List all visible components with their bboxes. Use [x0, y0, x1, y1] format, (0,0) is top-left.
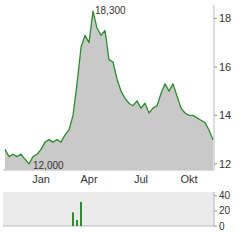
volume-bar [140, 226, 142, 227]
chart: 12 14 16 18 Jan Apr Jul Okt 18,300 12,000 0 20 40 [0, 0, 240, 232]
volume-bar [64, 226, 66, 227]
x-tick-label: Jul [134, 173, 148, 185]
volume-bar [144, 226, 146, 227]
volume-bar [88, 226, 90, 227]
volume-bar [60, 226, 62, 227]
volume-bar [36, 226, 38, 227]
y-axis-line [214, 5, 215, 170]
x-tick-label: Okt [180, 173, 197, 185]
volume-bar [20, 226, 22, 227]
price-line [5, 11, 213, 164]
volume-bar [32, 226, 34, 227]
volume-bar [76, 220, 78, 226]
volume-bar [104, 226, 106, 227]
y-tick [214, 163, 217, 164]
volume-bar [148, 226, 150, 227]
y-axis-line [214, 192, 215, 226]
volume-bar [80, 202, 82, 226]
y-tick [214, 195, 217, 196]
volume-bar [24, 226, 26, 227]
y-tick-label: 40 [219, 190, 231, 201]
volume-bar [164, 226, 166, 227]
volume-bar [28, 226, 30, 227]
plot-area [5, 11, 213, 170]
volume-bar [196, 226, 198, 227]
y-tick [214, 18, 217, 19]
volume-bar [92, 226, 94, 227]
y-tick [214, 66, 217, 67]
plot-area [72, 202, 82, 226]
volume-bar [120, 226, 122, 227]
annotation: 12,000 [33, 160, 64, 171]
volume-bar [156, 226, 158, 227]
y-tick-label: 16 [219, 61, 231, 73]
price-area [5, 11, 213, 170]
y-tick-label: 20 [219, 205, 231, 216]
volume-bar [116, 226, 118, 227]
volume-bar [12, 226, 14, 227]
volume-bar [16, 226, 18, 227]
y-tick-label: 14 [219, 109, 231, 121]
volume-bar [208, 226, 210, 227]
volume-bar [48, 226, 50, 227]
x-tick-label: Jan [32, 173, 50, 185]
volume-bar [192, 226, 194, 227]
y-tick [214, 210, 217, 211]
volume-bar [184, 226, 186, 227]
x-axis-line [3, 226, 214, 227]
volume-bar [124, 226, 126, 227]
volume-bar [180, 226, 182, 227]
volume-bar [160, 226, 162, 227]
y-tick [214, 226, 217, 227]
volume-bar [56, 226, 58, 227]
volume-bar [68, 226, 70, 227]
panel-background [3, 192, 215, 226]
annotation: 18,300 [95, 5, 126, 16]
volume-bar [128, 226, 130, 227]
x-tick-label: Apr [80, 173, 97, 185]
volume-bar [52, 226, 54, 227]
volume-bar [212, 226, 214, 227]
volume-bar [8, 226, 10, 227]
volume-bar [132, 226, 134, 227]
volume-bar [84, 226, 86, 227]
volume-bar [108, 226, 110, 227]
volume-bar [168, 226, 170, 227]
volume-bar [44, 226, 46, 227]
y-tick [214, 115, 217, 116]
y-tick-label: 12 [219, 158, 231, 170]
volume-bar [40, 226, 42, 227]
volume-bar [176, 226, 178, 227]
y-tick-label: 18 [219, 12, 231, 24]
volume-bar [72, 212, 74, 226]
volume-bar [96, 226, 98, 227]
volume-bar [152, 226, 154, 227]
volume-bar [136, 226, 138, 227]
volume-bar [112, 226, 114, 227]
volume-bar [204, 226, 206, 227]
volume-bar [200, 226, 202, 227]
volume-bar [100, 226, 102, 227]
volume-bar [188, 226, 190, 227]
volume-bar [4, 226, 6, 227]
y-tick-label: 0 [219, 221, 225, 232]
volume-bar [172, 226, 174, 227]
